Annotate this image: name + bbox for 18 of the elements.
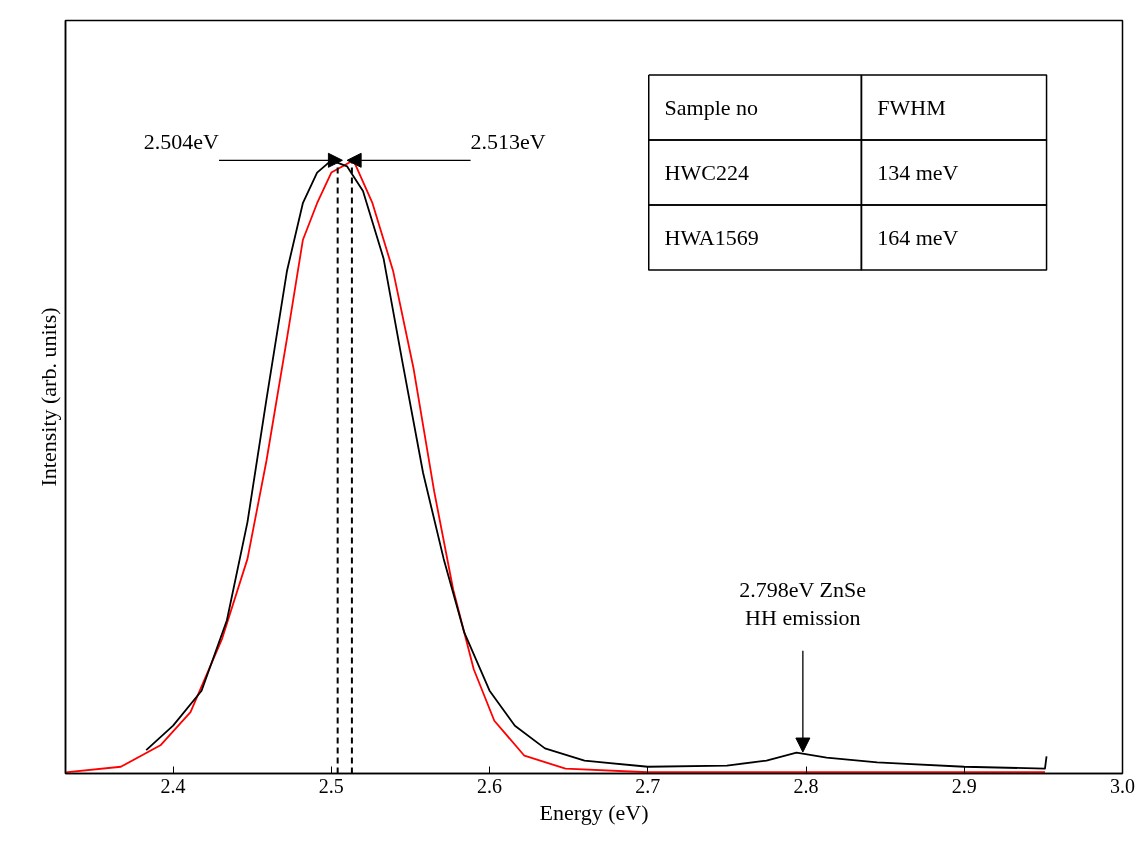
x-tick-label: 2.8 <box>793 774 819 797</box>
annotation: 2.504eV <box>143 129 220 155</box>
annotation: 164 meV <box>877 225 959 251</box>
x-tick-label: 2.5 <box>318 774 344 797</box>
annotation: HWA1569 <box>664 225 759 251</box>
x-tick-label: 3.0 <box>1110 774 1135 797</box>
x-tick-label: 2.6 <box>477 774 503 797</box>
y-axis-title: Intensity (arb. units) <box>35 307 61 487</box>
text: FWHM <box>877 95 946 121</box>
x-tick-label: 2.9 <box>951 774 977 797</box>
text: Sample no <box>664 95 759 121</box>
x-axis-title: Energy (eV) <box>539 799 649 825</box>
x-tick-label: 2.7 <box>635 774 661 797</box>
annotation: 2.513eV <box>470 129 546 155</box>
annotation: 2.798eV ZnSe HH emission <box>739 576 867 631</box>
annotation: HWC224 <box>664 160 749 186</box>
annotation: 134 meV <box>877 160 959 186</box>
x-tick-label: 2.4 <box>160 774 186 797</box>
